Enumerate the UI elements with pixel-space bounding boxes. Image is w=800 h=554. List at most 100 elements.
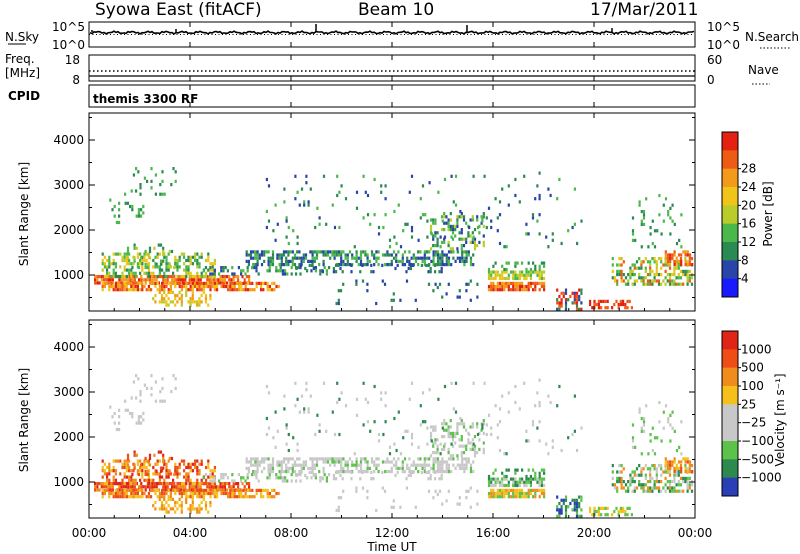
range-cell [265,250,268,254]
range-cell [231,473,234,477]
range-cell [167,510,170,514]
range-cell [432,259,435,263]
range-cell [299,470,302,474]
range-cell [543,284,546,289]
range-cell [531,423,535,427]
range-cell [443,237,446,241]
range-cell [640,470,643,474]
range-cell [534,197,537,201]
range-cell [222,266,225,270]
range-cell [644,276,647,280]
range-cell [165,472,168,476]
range-cell [247,253,250,257]
range-cell [494,404,497,408]
range-cell [496,288,499,292]
range-cell [507,495,510,499]
range-cell [538,488,541,492]
range-cell [540,270,543,274]
range-cell [339,496,343,500]
range-cell [251,288,254,292]
range-cell [277,476,280,480]
range-cell [127,275,130,279]
range-cell [465,460,468,464]
range-cell [124,192,127,196]
range-cell [655,476,658,480]
range-cell [229,491,232,496]
range-cell [133,488,136,492]
range-cell [313,256,316,260]
range-cell [434,234,437,238]
range-cell [673,282,676,286]
range-cell [675,473,678,477]
range-cell [154,265,157,269]
range-cell [527,232,530,236]
range-cell [212,278,215,282]
range-cell [168,275,171,279]
range-cell [602,506,605,510]
range-cell [445,499,448,503]
range-cell [649,273,652,277]
range-cell [441,253,444,257]
range-cell [108,258,111,263]
range-cell [271,457,275,461]
range-cell [165,500,168,505]
range-cell [494,483,497,488]
range-cell [462,451,466,455]
range-cell [183,462,186,466]
range-cell [571,225,574,230]
range-cell [671,282,674,286]
range-cell [187,281,190,285]
range-cell [653,452,657,456]
range-cell [507,483,510,488]
range-cell [618,464,621,468]
range-cell [490,225,493,230]
range-cell [103,281,106,285]
range-cell [447,466,451,470]
range-cell [170,456,174,461]
range-cell [149,485,152,489]
colorbar-segment [722,278,738,298]
range-cell [616,263,619,267]
range-cell [527,273,530,277]
range-cell [503,488,506,492]
range-cell [139,399,142,403]
range-cell [399,452,403,456]
range-cell [171,507,175,511]
range-cell [329,250,332,254]
range-cell [163,284,166,289]
range-cell [366,193,370,198]
colorbar-segment [722,187,738,206]
range-cell [240,495,243,499]
range-cell [671,273,674,277]
range-cell [454,435,457,439]
range-cell [200,481,203,486]
range-cell [482,215,485,219]
range-cell [642,483,645,487]
range-cell [187,288,190,292]
range-cell [204,300,208,304]
range-cell [476,432,480,437]
range-cell [283,407,286,411]
range-cell [100,482,103,486]
range-cell [141,284,144,289]
range-cell [114,274,117,279]
range-cell [540,483,543,488]
range-cell [174,284,177,289]
range-cell [142,485,145,489]
range-cell [118,415,121,419]
range-cell [642,260,645,264]
range-cell [635,266,639,270]
range-cell [183,459,186,463]
range-cell [507,281,510,285]
range-cell [458,295,461,299]
range-cell [684,273,687,277]
range-cell [617,509,620,514]
range-cell [171,278,174,282]
range-cell [165,293,168,298]
range-cell [507,203,510,207]
range-cell [560,241,563,246]
range-cell [153,278,156,282]
range-cell [487,206,491,210]
range-cell [527,468,530,472]
range-cell [680,470,683,474]
